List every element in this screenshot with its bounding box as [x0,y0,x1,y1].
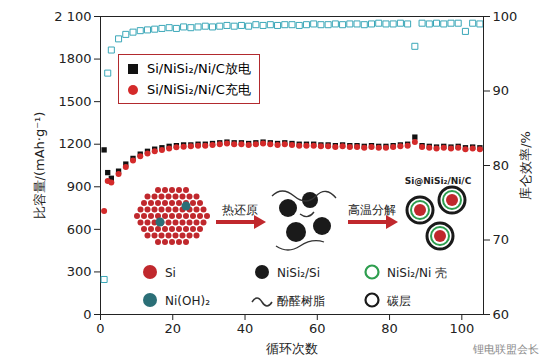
svg-text:1800: 1800 [58,51,91,66]
svg-text:80: 80 [381,321,398,336]
svg-text:NiSi₂/Si: NiSi₂/Si [277,266,320,280]
svg-text:2 100: 2 100 [54,9,91,24]
svg-text:90: 90 [493,83,510,98]
svg-text:600: 600 [67,222,92,237]
svg-text:80: 80 [493,158,510,173]
svg-text:0: 0 [83,307,91,322]
svg-text:60: 60 [493,307,510,322]
svg-text:900: 900 [67,179,92,194]
svg-text:Si: Si [165,266,176,280]
svg-text:70: 70 [493,232,510,247]
svg-text:20: 20 [164,321,181,336]
svg-text:100: 100 [493,9,518,24]
svg-text:1500: 1500 [58,94,91,109]
svg-text:100: 100 [449,321,474,336]
svg-text:库仑效率/%: 库仑效率/% [518,131,533,200]
svg-text:300: 300 [67,264,92,279]
svg-text:60: 60 [309,321,326,336]
svg-text:碳层: 碳层 [386,294,411,308]
svg-text:高温分解: 高温分解 [348,203,396,217]
html-text:Si/NiSi₂/Ni/C充电: Si/NiSi₂/Ni/C充电 [147,82,251,97]
html-text:Si/NiSi₂/Ni/C放电: Si/NiSi₂/Ni/C放电 [147,61,251,76]
svg-text:NiSi₂/Ni 壳: NiSi₂/Ni 壳 [387,266,447,280]
html-text:锂电联盟会长: 锂电联盟会长 [473,343,539,356]
svg-text:Si@NiSi₂/Ni/C: Si@NiSi₂/Ni/C [405,176,472,186]
svg-text:40: 40 [237,321,254,336]
svg-text:比容量/(mAh·g⁻¹): 比容量/(mAh·g⁻¹) [32,112,47,220]
svg-text:热还原: 热还原 [222,203,258,217]
svg-text:循环次数: 循环次数 [266,341,318,356]
svg-text:1200: 1200 [58,136,91,151]
svg-text:0: 0 [96,321,104,336]
svg-text:Ni(OH)₂: Ni(OH)₂ [165,294,210,308]
svg-text:酚醛树脂: 酚醛树脂 [277,294,325,308]
